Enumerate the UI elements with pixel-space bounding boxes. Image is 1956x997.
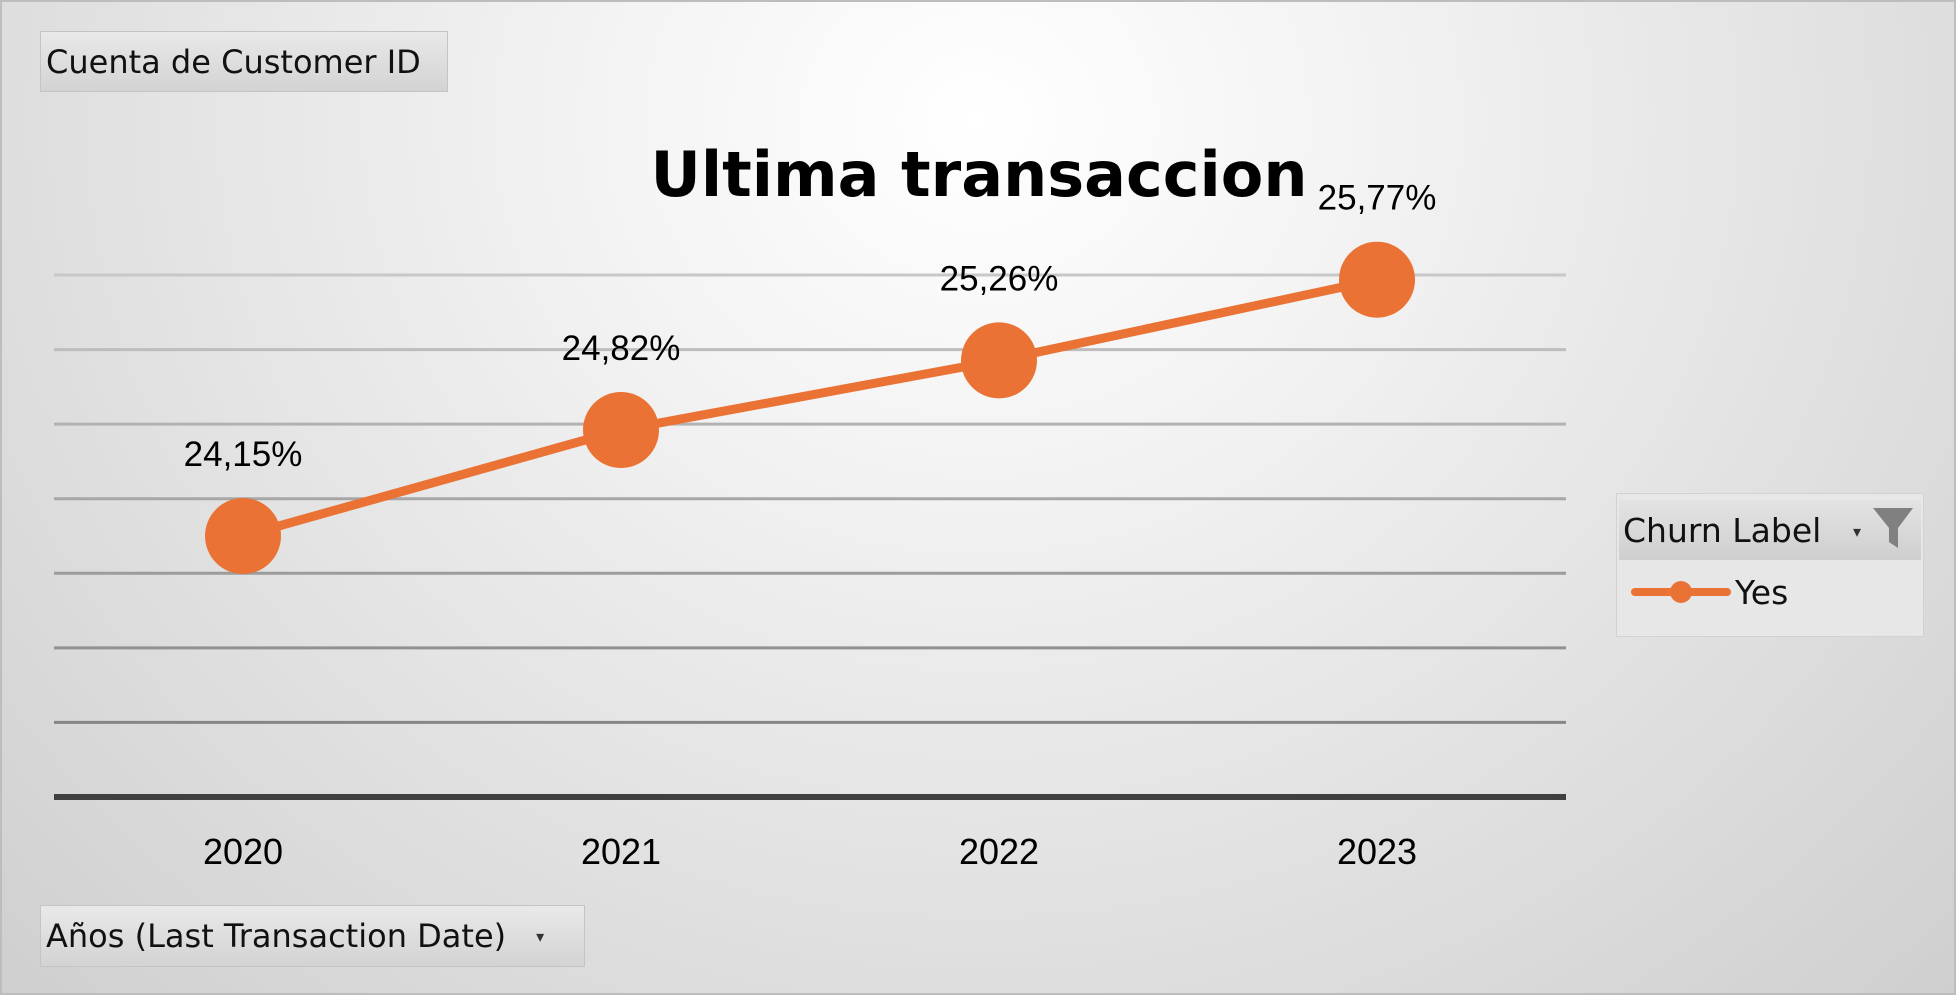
value-field-label: Cuenta de Customer ID bbox=[46, 42, 421, 81]
value-field-button[interactable]: Cuenta de Customer ID bbox=[40, 31, 448, 92]
legend-field-button[interactable]: Churn Label bbox=[1619, 500, 1921, 560]
dropdown-arrow-icon[interactable]: ▾ bbox=[1853, 522, 1862, 541]
data-labels: 24,15% 24,82% 25,26% 25,77% bbox=[184, 179, 1437, 474]
data-point-marker[interactable] bbox=[1339, 241, 1415, 318]
data-point-marker[interactable] bbox=[583, 392, 659, 468]
data-label: 24,82% bbox=[562, 329, 681, 368]
x-tick-label: 2020 bbox=[203, 831, 283, 872]
legend-item-label: Yes bbox=[1735, 572, 1789, 612]
legend: Churn Label ▾ Yes bbox=[1616, 493, 1924, 637]
legend-item-yes[interactable]: Yes bbox=[1631, 572, 1788, 612]
dropdown-arrow-icon[interactable]: ▾ bbox=[536, 926, 545, 946]
legend-swatch bbox=[1631, 581, 1731, 603]
axis-field-button[interactable]: Años (Last Transaction Date) ▾ bbox=[40, 905, 585, 967]
data-label: 25,26% bbox=[940, 259, 1059, 298]
filter-icon[interactable] bbox=[1869, 502, 1917, 554]
chart-title: Ultima transaccion bbox=[651, 138, 1308, 211]
data-point-marker[interactable] bbox=[961, 322, 1037, 399]
x-tick-label: 2021 bbox=[581, 831, 661, 872]
x-tick-label: 2022 bbox=[959, 831, 1039, 872]
data-label: 24,15% bbox=[184, 435, 303, 474]
axis-field-label: Años (Last Transaction Date) bbox=[46, 917, 507, 955]
legend-title: Churn Label bbox=[1623, 510, 1822, 550]
series-line bbox=[241, 275, 1378, 541]
data-point-marker[interactable] bbox=[205, 498, 281, 574]
x-axis: 2020 2021 2022 2023 bbox=[54, 794, 1566, 872]
series-yes bbox=[205, 241, 1415, 574]
gridlines bbox=[54, 273, 1566, 724]
x-tick-label: 2023 bbox=[1337, 831, 1417, 872]
data-label: 25,77% bbox=[1318, 179, 1437, 218]
